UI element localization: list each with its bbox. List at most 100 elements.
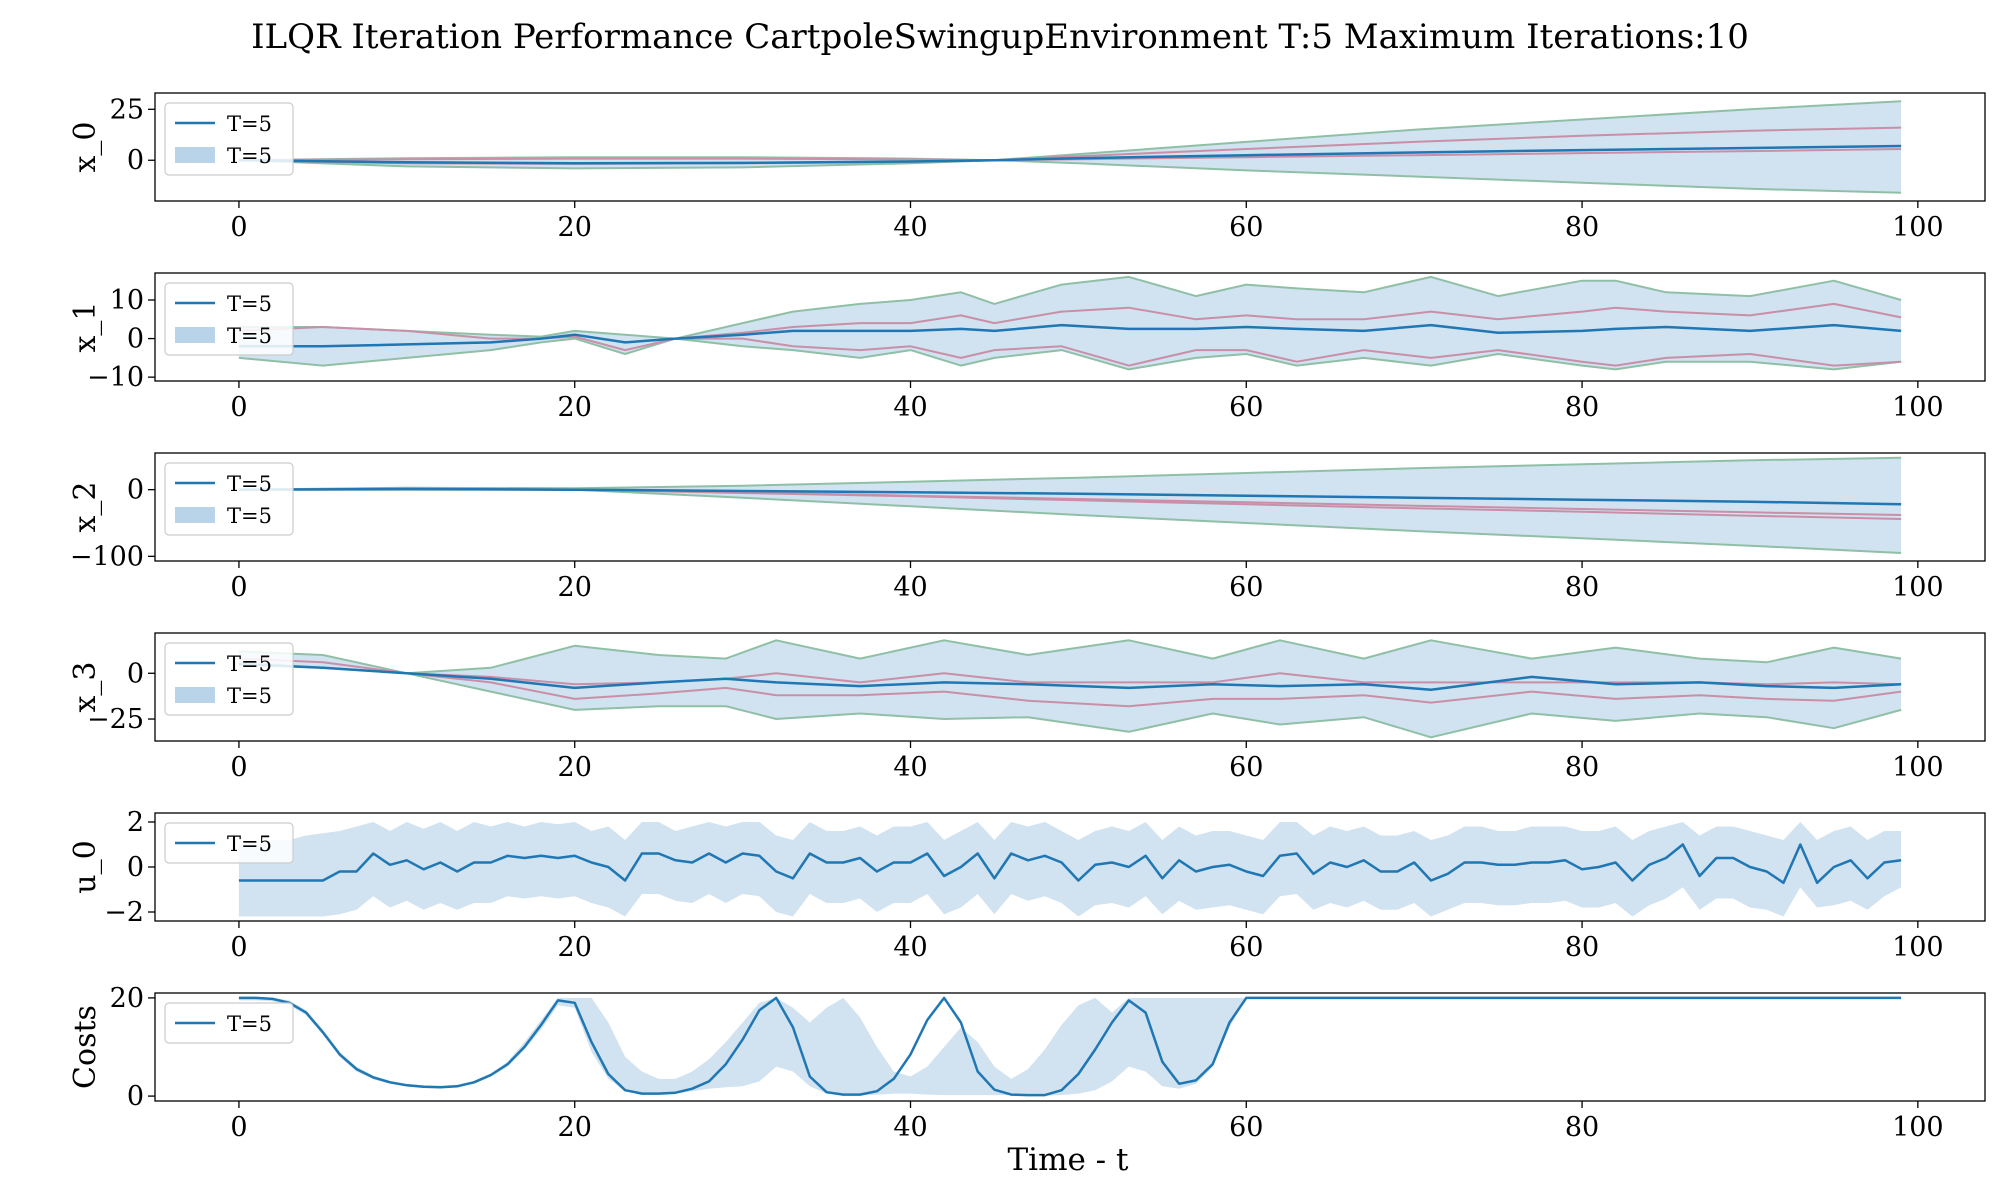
x-tick-label: 20 <box>558 572 592 603</box>
legend-label: T=5 <box>227 472 272 496</box>
band-edge-line <box>238 159 1902 194</box>
legend: T=5T=5 <box>164 102 294 176</box>
iteration-line <box>238 663 1902 708</box>
x-tick-label: 100 <box>1892 752 1944 783</box>
x-tick-label: 100 <box>1892 212 1944 243</box>
band-edge-line <box>238 275 1902 340</box>
mean-series-line <box>238 144 1902 165</box>
mean-series-line <box>238 487 1902 506</box>
x-axis-label: Time - t <box>1008 1142 1130 1178</box>
y-tick-label: 25 <box>110 94 144 125</box>
x-tick-label: 100 <box>1892 572 1944 603</box>
x-tick-label: 20 <box>558 752 592 783</box>
legend-band-swatch <box>175 507 215 523</box>
x-tick-label: 80 <box>1565 392 1599 423</box>
legend-label: T=5 <box>227 1012 272 1036</box>
plot-area <box>238 639 1902 739</box>
mean-series-line <box>238 843 1902 885</box>
legend: T=5T=5 <box>164 282 294 356</box>
x-tick-label: 40 <box>893 1112 927 1143</box>
legend-label: T=5 <box>227 112 272 136</box>
x-tick-label: 0 <box>230 392 247 423</box>
legend-label: T=5 <box>227 292 272 316</box>
x-tick-label: 80 <box>1565 212 1599 243</box>
legend-band-swatch <box>175 147 215 163</box>
x-tick-label: 20 <box>558 212 592 243</box>
x-tick-label: 60 <box>1229 392 1263 423</box>
subplot-Costs: 0 20 40 60 80 100 20 0 Costs T=5 <box>68 983 1986 1143</box>
band-edge-line <box>238 337 1902 371</box>
axes-frame <box>154 632 1986 742</box>
y-tick-label: 0 <box>127 475 144 506</box>
x-tick-label: 80 <box>1565 752 1599 783</box>
x-tick-label: 0 <box>230 1112 247 1143</box>
x-tick-label: 0 <box>230 752 247 783</box>
legend-label: T=5 <box>227 652 272 676</box>
y-tick-label: −100 <box>70 541 144 572</box>
axes-frame <box>154 92 1986 202</box>
legend-label: T=5 <box>227 504 272 528</box>
plot-area <box>238 100 1902 194</box>
x-tick-label: 60 <box>1229 212 1263 243</box>
confidence-band <box>238 276 1902 370</box>
y-tick-label: 20 <box>110 983 144 1014</box>
legend: T=5T=5 <box>164 642 294 716</box>
x-tick-label: 60 <box>1229 932 1263 963</box>
x-tick-label: 100 <box>1892 1112 1944 1143</box>
y-axis-label: x_3 <box>68 661 103 712</box>
plot-area <box>238 275 1902 371</box>
y-tick-label: −2 <box>104 897 144 928</box>
y-tick-label: 0 <box>127 1081 144 1112</box>
band-edge-line <box>238 639 1902 675</box>
mean-series-line <box>238 996 1902 1097</box>
y-tick-label: −25 <box>87 704 144 735</box>
x-tick-label: 40 <box>893 752 927 783</box>
legend-band-swatch <box>175 687 215 703</box>
legend-label: T=5 <box>227 832 272 856</box>
x-tick-label: 60 <box>1229 572 1263 603</box>
x-tick-label: 0 <box>230 212 247 243</box>
band-edge-line <box>238 456 1902 491</box>
axes-frame <box>154 272 1986 382</box>
confidence-band <box>238 640 1902 738</box>
legend: T=5 <box>164 1002 294 1044</box>
y-tick-label: −10 <box>87 362 144 393</box>
band-edge-line <box>238 100 1902 162</box>
y-axis-label: x_2 <box>68 481 103 532</box>
legend: T=5T=5 <box>164 462 294 536</box>
x-tick-label: 100 <box>1892 932 1944 963</box>
plot-area <box>238 456 1902 554</box>
legend-box <box>164 822 294 864</box>
band-edge-line <box>238 661 1902 739</box>
chart-title: ILQR Iteration Performance CartpoleSwing… <box>251 17 1749 57</box>
y-axis-label: x_0 <box>68 121 103 172</box>
x-tick-label: 20 <box>558 1112 592 1143</box>
confidence-band <box>238 457 1902 553</box>
axes-frame <box>154 452 1986 562</box>
y-tick-label: 0 <box>127 324 144 355</box>
y-axis-label: u_0 <box>68 840 103 893</box>
legend-label: T=5 <box>227 684 272 708</box>
plot-area <box>238 996 1902 1097</box>
y-tick-label: 10 <box>110 285 144 316</box>
legend: T=5 <box>164 822 294 864</box>
x-tick-label: 40 <box>893 212 927 243</box>
x-tick-label: 20 <box>558 392 592 423</box>
x-tick-label: 80 <box>1565 932 1599 963</box>
y-tick-label: 2 <box>127 807 144 838</box>
x-tick-label: 80 <box>1565 572 1599 603</box>
x-tick-label: 0 <box>230 932 247 963</box>
legend-box <box>164 1002 294 1044</box>
legend-band-swatch <box>175 327 215 343</box>
mean-series-line <box>238 662 1902 691</box>
x-tick-label: 80 <box>1565 1112 1599 1143</box>
confidence-band <box>238 822 1902 917</box>
x-tick-label: 40 <box>893 932 927 963</box>
